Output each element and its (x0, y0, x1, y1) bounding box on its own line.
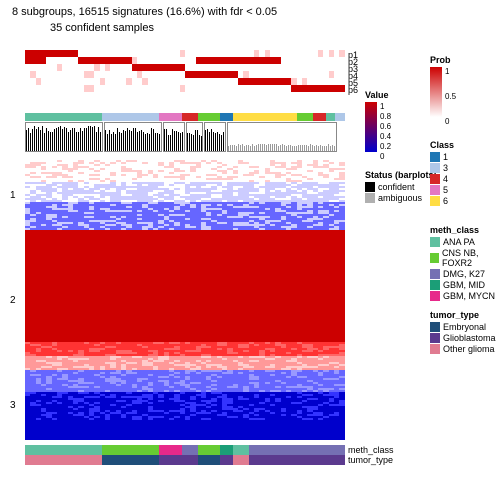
bottom-label-1: tumor_type (348, 455, 393, 465)
section-label-2: 2 (10, 295, 16, 306)
main-heatmap (25, 160, 345, 440)
main-title: 8 subgroups, 16515 signatures (16.6%) wi… (12, 6, 277, 18)
chart-container: 8 subgroups, 16515 signatures (16.6%) wi… (0, 0, 504, 504)
section-label-1: 1 (10, 190, 16, 201)
section-label-3: 3 (10, 400, 16, 411)
class-strip (25, 113, 345, 121)
annot-row-p4 (25, 71, 345, 78)
annot-row-p5 (25, 78, 345, 85)
p-label-6: p6 (348, 85, 358, 95)
annot-row-p2 (25, 57, 345, 64)
annot-row-p1 (25, 50, 345, 57)
bottom-label-0: meth_class (348, 445, 394, 455)
silhouette-barplot (25, 122, 345, 152)
bottom-annotation (25, 445, 345, 465)
annot-row-p3 (25, 64, 345, 71)
top-annotation (25, 50, 345, 92)
annot-row-p6 (25, 85, 345, 92)
sub-title: 35 confident samples (50, 22, 154, 34)
